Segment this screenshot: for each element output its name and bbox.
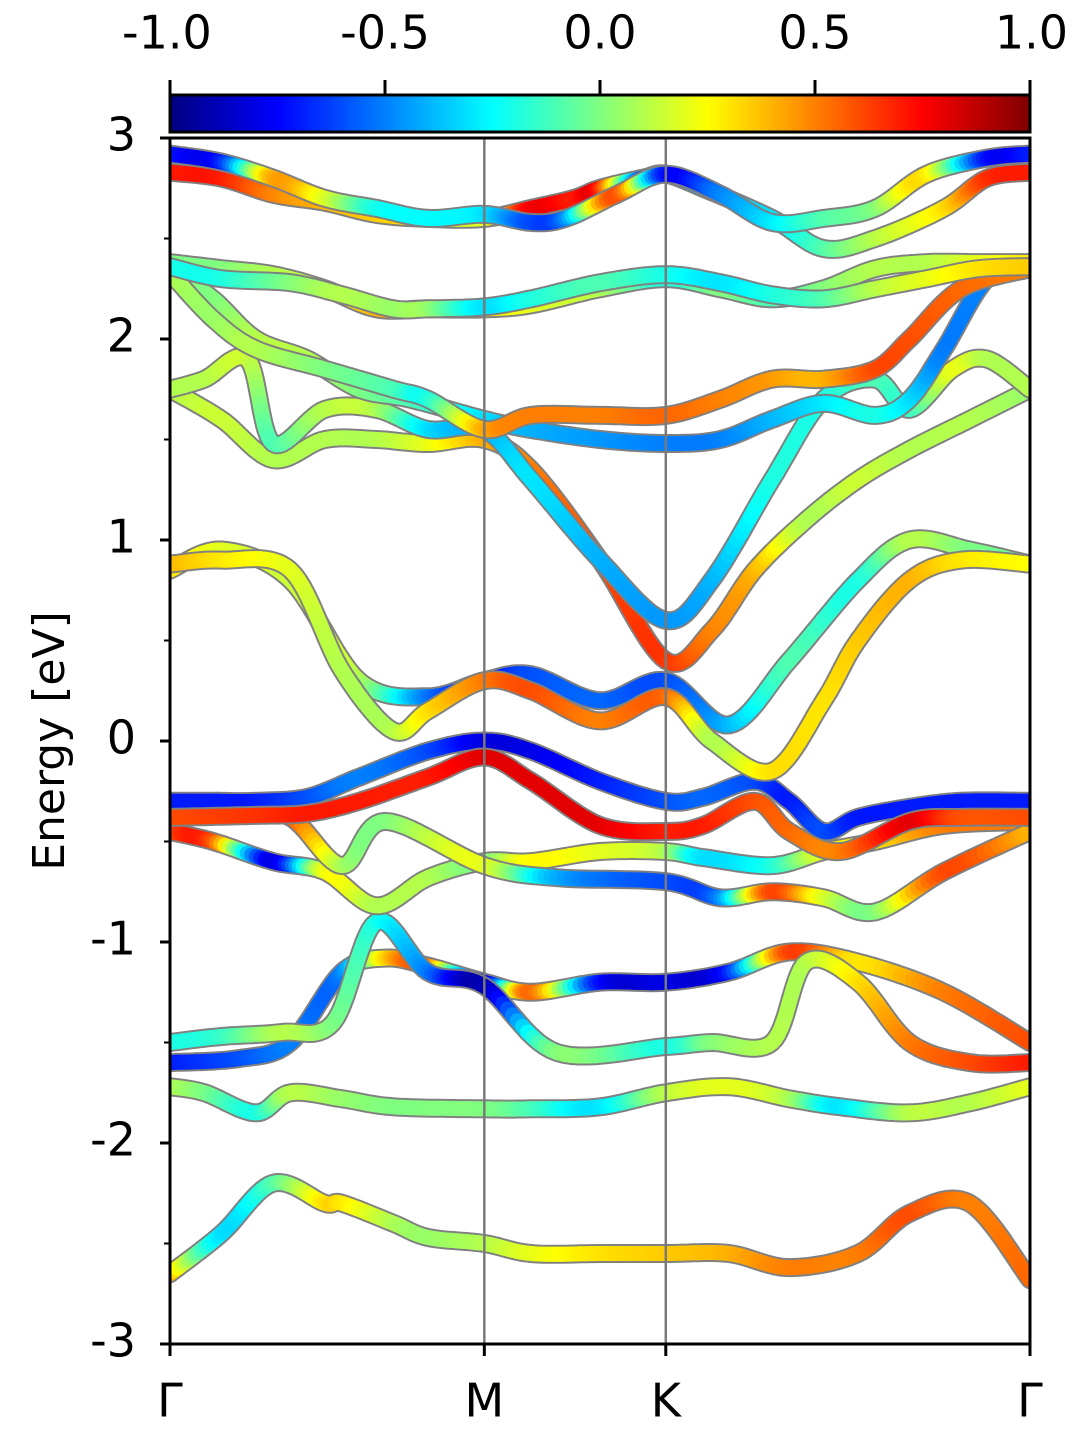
colorbar: -1.0 -0.5 0.0 0.5 1.0 [122, 6, 1068, 134]
y-axis-ticks: 3 2 1 0 -1 -2 -3 [90, 108, 170, 1368]
high-symmetry-lines [483, 138, 668, 1344]
band-4 [170, 911, 1030, 1074]
y-tick-label: -3 [90, 1314, 136, 1368]
x-tick-label: Γ [157, 1374, 183, 1428]
y-tick-label: 0 [107, 711, 136, 765]
y-tick-label: -2 [90, 1113, 136, 1167]
band-8 [170, 747, 1030, 862]
colorbar-tick-label: 0.5 [778, 6, 851, 60]
band-lines [170, 144, 1030, 1290]
plot-frame [168, 136, 1032, 1346]
y-tick-label: 2 [107, 309, 136, 363]
band-7 [170, 731, 1030, 842]
band-1 [170, 1173, 1030, 1290]
colorbar-tick-label: 1.0 [995, 6, 1068, 60]
band-16 [170, 257, 1030, 320]
band-18 [170, 144, 1030, 234]
y-tick-label: -1 [90, 912, 136, 966]
x-tick-label: Γ [1017, 1374, 1043, 1428]
y-axis-label: Energy [eV] [24, 611, 75, 871]
y-tick-label: 3 [107, 108, 136, 162]
colorbar-tick-label: -0.5 [340, 6, 430, 60]
band-2 [170, 1077, 1030, 1123]
band-10 [170, 549, 1030, 782]
colorbar-tick-label: -1.0 [122, 6, 212, 60]
x-tick-label: K [651, 1374, 683, 1428]
y-tick-label: 1 [107, 510, 136, 564]
x-tick-label: M [464, 1374, 504, 1428]
colorbar-ticks: -1.0 -0.5 0.0 0.5 1.0 [122, 6, 1068, 95]
colorbar-gradient [168, 93, 1032, 134]
colorbar-tick-label: 0.0 [563, 6, 636, 60]
